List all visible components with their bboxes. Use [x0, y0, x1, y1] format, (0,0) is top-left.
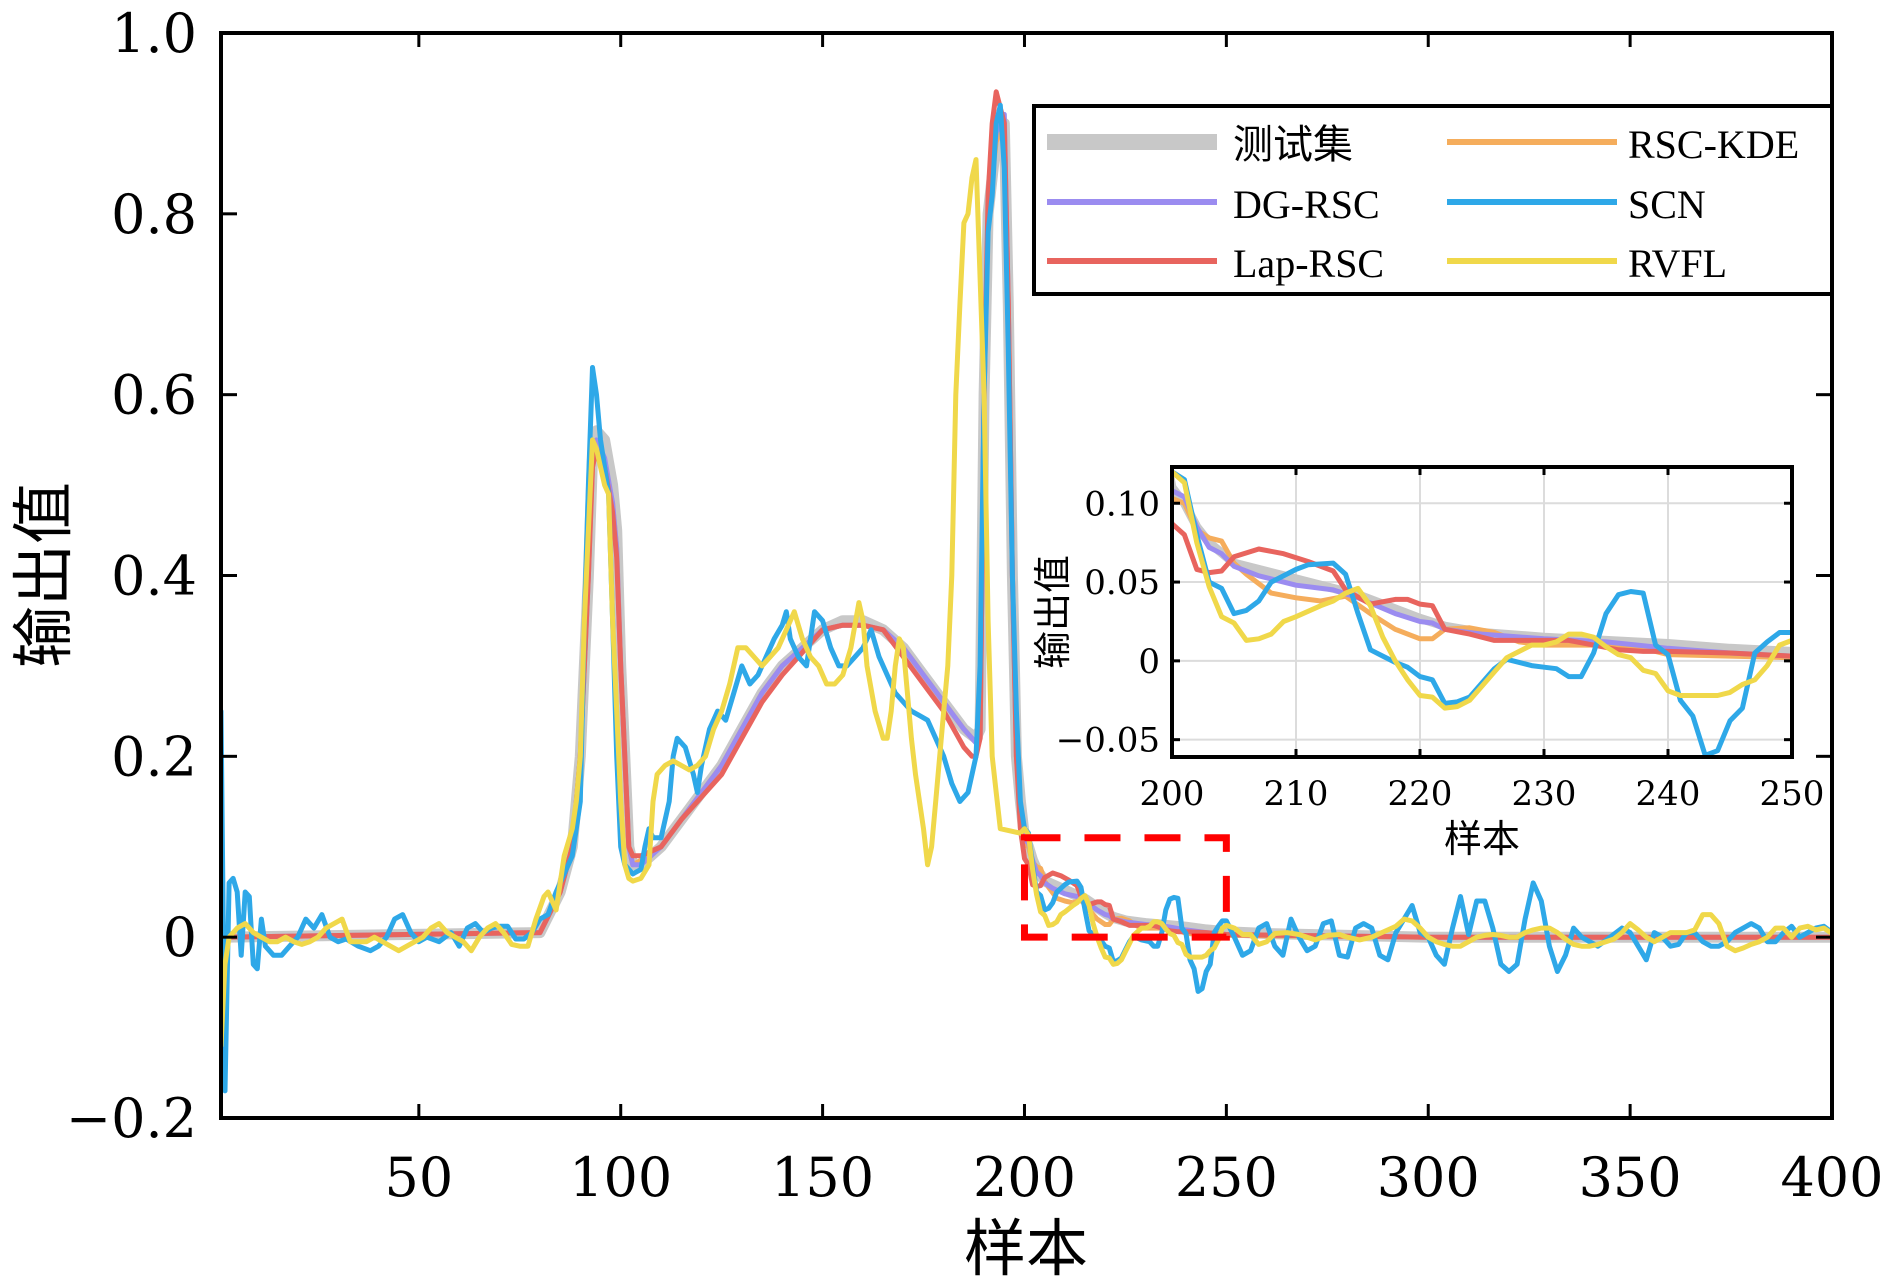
inset-x-tick-label: 230 [1512, 774, 1577, 814]
inset-y-tick-label: 0.05 [1084, 563, 1160, 603]
x-tick-label: 250 [1175, 1146, 1278, 1209]
legend-label: RSC-KDE [1628, 122, 1799, 167]
inset-y-axis-title: 输出值 [1031, 555, 1075, 669]
legend-label: SCN [1628, 182, 1706, 227]
main-series-group [221, 89, 1832, 1094]
x-tick-label: 100 [569, 1146, 672, 1209]
inset-line-series-5 [1172, 469, 1792, 711]
y-axis-title: 输出值 [7, 482, 80, 668]
legend-label: DG-RSC [1233, 182, 1380, 227]
inset-background [1172, 467, 1792, 757]
y-tick-label: 0 [163, 906, 197, 969]
y-tick-label: 0.2 [111, 725, 197, 788]
x-axis-title: 样本 [964, 1212, 1088, 1285]
inset-plot-frame [1170, 465, 1794, 759]
x-tick-label: 150 [771, 1146, 874, 1209]
inset-x-tick-label: 240 [1636, 774, 1701, 814]
main-ticks: 50 100 150 200 250 300 350 400 −0.2 0 0.2 0.4 0.6 0.8… [66, 2, 1884, 1209]
x-tick-label: 300 [1377, 1146, 1480, 1209]
legend-label: Lap-RSC [1233, 241, 1384, 286]
y-tick-label: −0.2 [66, 1087, 197, 1150]
inset-y-tick-label: 0 [1138, 642, 1160, 682]
line-series-5 [221, 157, 1832, 1049]
inset-chart: 200 210 220 230 240 250 −0.05 0 0.05 0.10 样本 输出值 [1031, 465, 1825, 861]
inset-x-tick-label: 220 [1388, 774, 1453, 814]
legend: 测试集 DG-RSC Lap-RSC RSC-KDE SCN RVFL [1032, 104, 1834, 296]
inset-series-group [1172, 467, 1792, 757]
line-series-3 [221, 89, 1832, 940]
inset-y-tick-label: −0.05 [1056, 721, 1160, 761]
y-tick-label: 0.8 [111, 183, 197, 246]
x-tick-label: 200 [973, 1146, 1076, 1209]
inset-x-tick-label: 210 [1264, 774, 1329, 814]
legend-label: 测试集 [1233, 122, 1353, 167]
inset-x-tick-label: 200 [1140, 774, 1205, 814]
zoom-region-box [1020, 834, 1230, 941]
y-tick-label: 1.0 [111, 2, 197, 65]
y-tick-label: 0.4 [111, 545, 197, 608]
inset-x-axis-title: 样本 [1444, 817, 1520, 861]
x-tick-label: 400 [1780, 1146, 1883, 1209]
inset-x-tick-label: 250 [1760, 774, 1825, 814]
inset-ticks: 200 210 220 230 240 250 −0.05 0 0.05 0.10 [1056, 467, 1825, 814]
x-tick-label: 350 [1579, 1146, 1682, 1209]
inset-y-tick-label: 0.10 [1084, 484, 1160, 524]
y-tick-label: 0.6 [111, 364, 197, 427]
x-tick-label: 50 [384, 1146, 453, 1209]
legend-label: RVFL [1628, 241, 1727, 286]
